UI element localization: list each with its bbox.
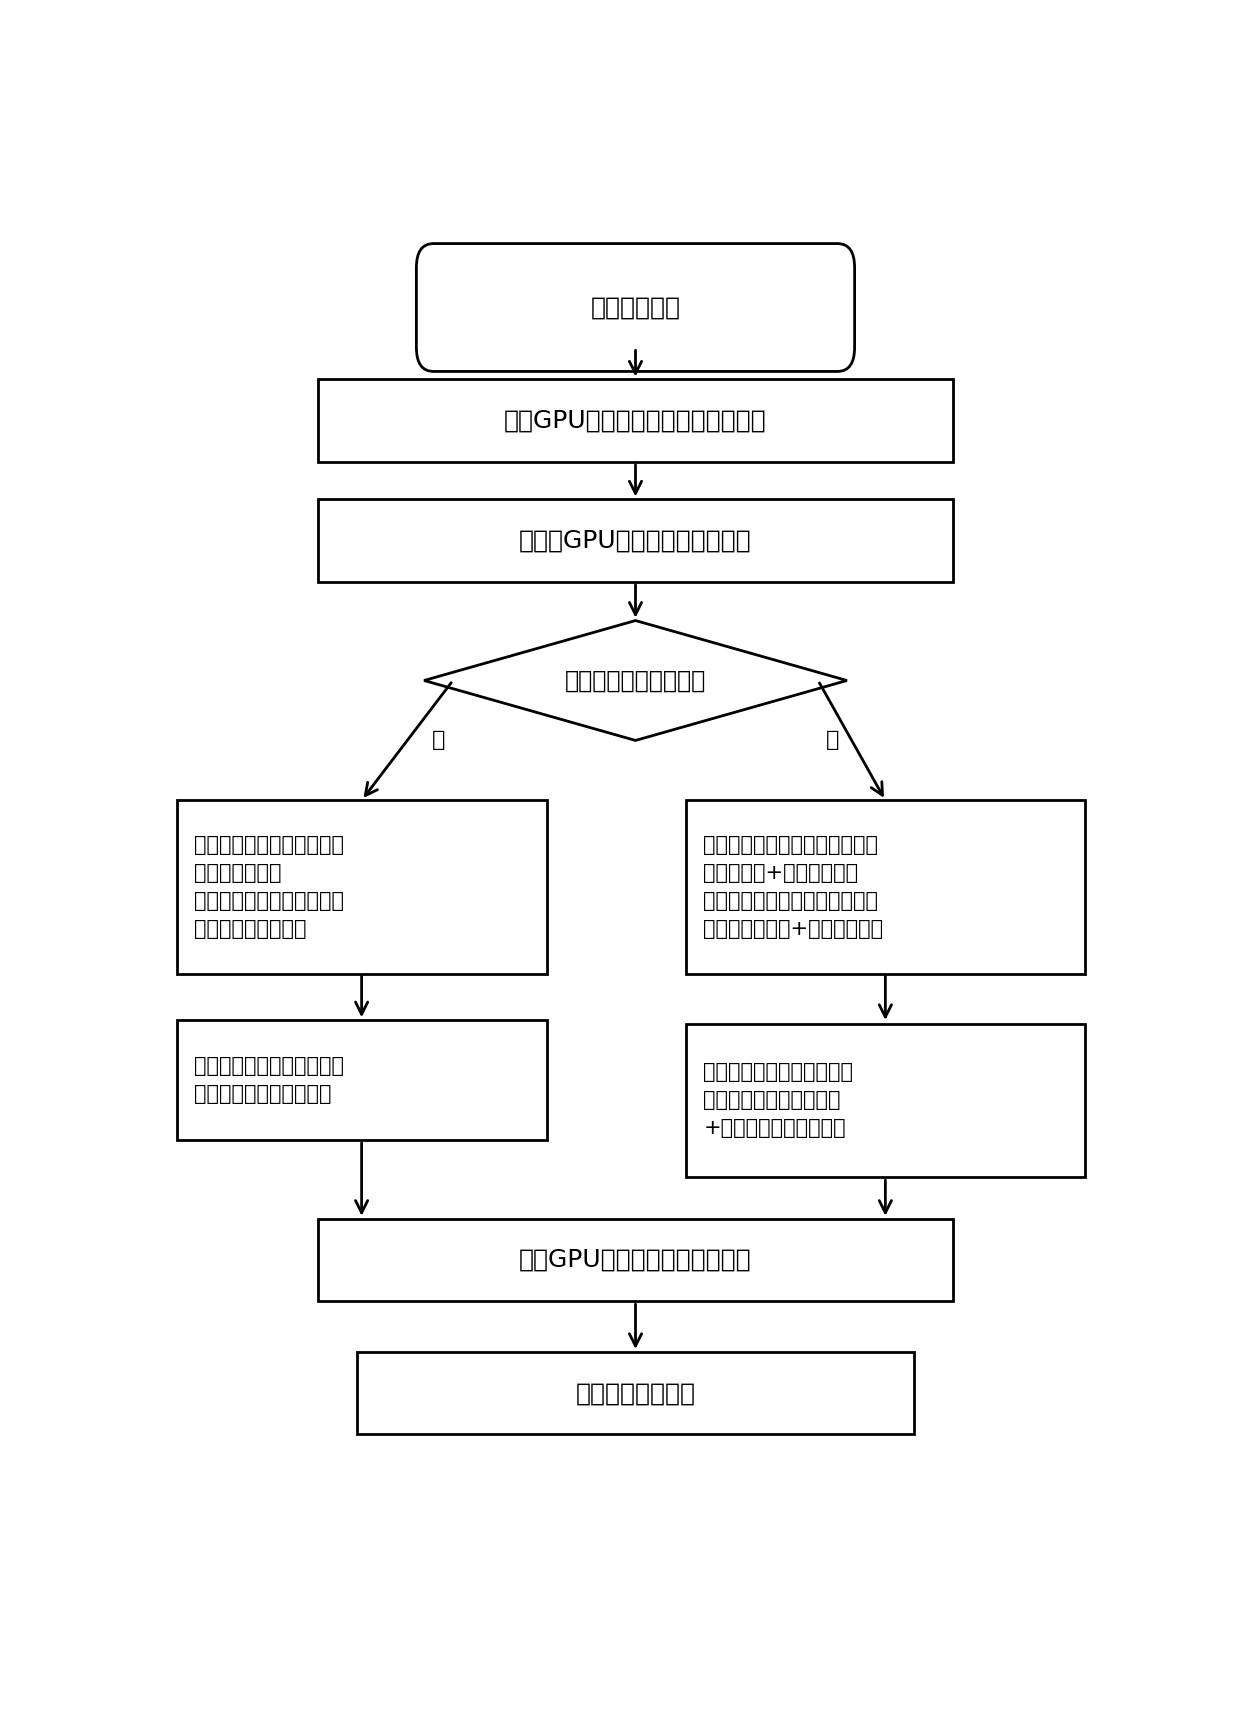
Bar xyxy=(176,1021,547,1140)
Text: 否: 否 xyxy=(432,730,445,751)
Bar xyxy=(686,801,1085,974)
Text: 质子输运：基于蒙特卡罗方法模
拟质子输运+运动方向修正
重离子输运：基于蒙特卡罗方法
模拟重离子输运+运动方向修正: 质子输运：基于蒙特卡罗方法模 拟质子输运+运动方向修正 重离子输运：基于蒙特卡罗… xyxy=(703,836,883,939)
Bar xyxy=(319,500,952,581)
Text: 每个任务在磁场区域内: 每个任务在磁场区域内 xyxy=(565,668,706,692)
Text: 是: 是 xyxy=(826,730,839,751)
FancyBboxPatch shape xyxy=(417,244,854,372)
Text: 归一化总剂量结果: 归一化总剂量结果 xyxy=(575,1381,696,1405)
Text: 采集初始数据: 采集初始数据 xyxy=(590,296,681,320)
Text: 初始化GPU上各批次的模拟任务: 初始化GPU上各批次的模拟任务 xyxy=(520,529,751,552)
Bar xyxy=(319,379,952,462)
Bar xyxy=(319,1218,952,1301)
Polygon shape xyxy=(424,621,847,740)
Text: 次级粒子输运：基于蒙特卡
罗方法模拟次级粒子输运: 次级粒子输运：基于蒙特卡 罗方法模拟次级粒子输运 xyxy=(193,1055,343,1104)
Bar xyxy=(176,801,547,974)
Bar xyxy=(686,1024,1085,1176)
Text: 确定GPU最优线程数与输运任务批次: 确定GPU最优线程数与输运任务批次 xyxy=(505,408,766,432)
Bar xyxy=(357,1351,914,1434)
Text: 基于GPU快速原子加法统计剂量: 基于GPU快速原子加法统计剂量 xyxy=(520,1247,751,1272)
Text: 质子输运：基于蒙特卡罗方
法模拟质子输运
重离子输运：基于蒙特卡罗
方法模拟重离子输运: 质子输运：基于蒙特卡罗方 法模拟质子输运 重离子输运：基于蒙特卡罗 方法模拟重离… xyxy=(193,836,343,939)
Text: 次级粒子输运：基于蒙特卡
罗方法模拟次级粒子输运
+磁场下的运动方向修正: 次级粒子输运：基于蒙特卡 罗方法模拟次级粒子输运 +磁场下的运动方向修正 xyxy=(703,1062,853,1138)
